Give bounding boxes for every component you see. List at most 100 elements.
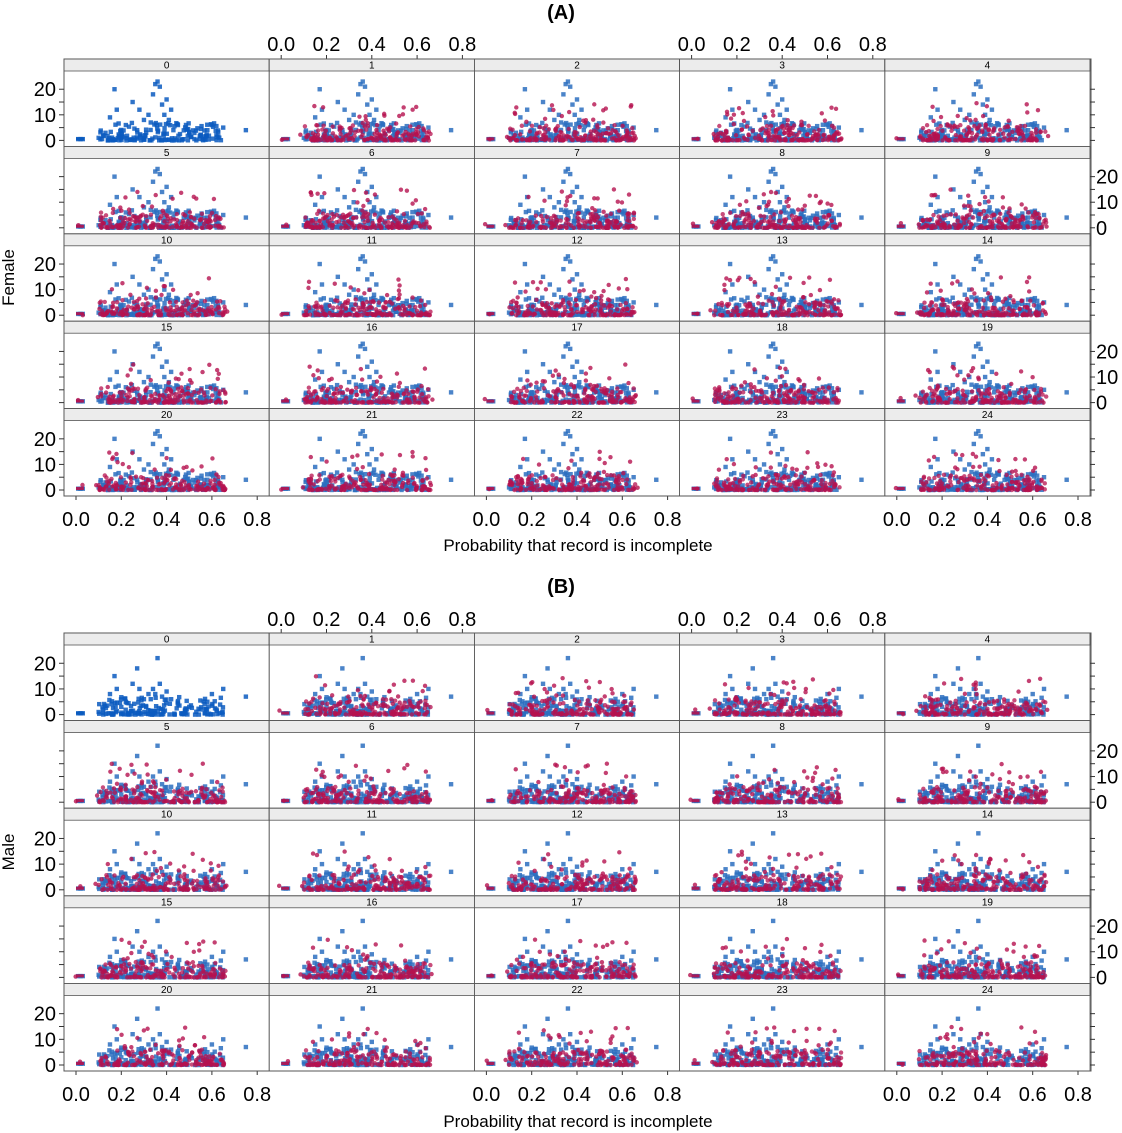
- observed-point: [216, 129, 221, 135]
- observed-point: [374, 107, 379, 112]
- observed-point: [556, 112, 562, 118]
- observed-point: [782, 117, 787, 123]
- observed-point: [1041, 212, 1047, 218]
- observed-point: [545, 130, 550, 135]
- imputed-point: [591, 117, 596, 122]
- imputed-point: [512, 110, 517, 115]
- imputed-point: [160, 208, 165, 214]
- observed-point: [515, 133, 521, 139]
- observed-point: [155, 79, 160, 84]
- imputed-point: [164, 213, 169, 218]
- imputed-point: [168, 305, 173, 310]
- observed-point: [199, 123, 204, 129]
- imputed-point: [1010, 225, 1016, 230]
- observed-point: [162, 126, 167, 131]
- imputed-point: [372, 312, 378, 318]
- imputed-point: [125, 217, 131, 222]
- imputed-point: [406, 132, 412, 138]
- imputed-point: [409, 138, 414, 143]
- observed-point: [448, 302, 454, 308]
- imputed-point: [321, 123, 326, 128]
- observed-point: [317, 261, 322, 267]
- imputed-point: [591, 214, 596, 219]
- imputed-point: [520, 225, 526, 230]
- observed-point: [159, 102, 165, 107]
- observed-point: [312, 115, 318, 120]
- imputed-point: [525, 303, 530, 309]
- imputed-point: [212, 217, 218, 223]
- imputed-point: [160, 224, 165, 229]
- imputed-point: [157, 308, 163, 313]
- imputed-point: [583, 133, 588, 138]
- imputed-point: [758, 213, 763, 219]
- imputed-point: [940, 138, 945, 143]
- observed-point: [522, 261, 528, 267]
- observed-point: [190, 128, 196, 133]
- imputed-point: [559, 189, 565, 194]
- imputed-point: [608, 131, 613, 136]
- observed-point: [377, 124, 382, 129]
- imputed-point: [601, 288, 606, 294]
- imputed-point: [997, 137, 1002, 143]
- imputed-point: [382, 130, 387, 136]
- imputed-point: [123, 195, 128, 200]
- imputed-point: [76, 224, 84, 228]
- imputed-point: [595, 125, 600, 130]
- imputed-point: [98, 218, 104, 223]
- imputed-point: [338, 131, 343, 137]
- imputed-point: [558, 223, 563, 229]
- strip-label: 11: [367, 235, 378, 246]
- imputed-point: [340, 309, 345, 314]
- imputed-point: [974, 100, 979, 106]
- observed-point: [562, 122, 567, 127]
- observed-point: [764, 120, 769, 125]
- imputed-point: [813, 193, 819, 199]
- observed-point: [206, 133, 212, 138]
- observed-point: [367, 137, 373, 143]
- observed-point: [935, 107, 940, 112]
- imputed-point: [394, 209, 400, 214]
- imputed-point: [124, 307, 129, 312]
- imputed-point: [623, 300, 629, 306]
- imputed-point: [601, 138, 606, 143]
- imputed-point: [417, 303, 423, 309]
- imputed-point: [566, 126, 571, 132]
- imputed-point: [281, 224, 290, 228]
- imputed-point: [486, 312, 495, 316]
- imputed-point: [786, 204, 791, 209]
- imputed-point: [347, 126, 352, 131]
- observed-point: [183, 122, 189, 128]
- observed-point: [746, 99, 751, 105]
- observed-point: [531, 128, 537, 133]
- imputed-point: [601, 303, 607, 308]
- observed-point: [529, 127, 534, 133]
- observed-point: [312, 202, 318, 207]
- imputed-point: [148, 212, 154, 217]
- imputed-point: [761, 192, 767, 197]
- imputed-point: [1010, 129, 1015, 135]
- imputed-point: [1007, 137, 1012, 142]
- observed-point: [203, 137, 208, 143]
- observed-point: [746, 187, 751, 192]
- imputed-point: [153, 295, 159, 300]
- observed-point: [594, 127, 600, 132]
- observed-point: [148, 295, 153, 300]
- imputed-point: [409, 221, 414, 226]
- observed-point: [141, 292, 147, 297]
- observed-point: [806, 128, 811, 133]
- imputed-point: [351, 187, 357, 193]
- imputed-point: [771, 113, 776, 118]
- imputed-point: [829, 105, 834, 110]
- imputed-point: [589, 225, 594, 230]
- imputed-point: [542, 198, 547, 203]
- imputed-point: [557, 304, 562, 310]
- imputed-point: [342, 301, 348, 306]
- imputed-point: [120, 281, 125, 286]
- imputed-point: [772, 212, 777, 217]
- imputed-point: [360, 132, 365, 138]
- observed-point: [356, 266, 361, 272]
- observed-point: [213, 128, 218, 134]
- imputed-point: [981, 136, 986, 141]
- observed-point: [214, 133, 219, 138]
- observed-point: [859, 215, 864, 220]
